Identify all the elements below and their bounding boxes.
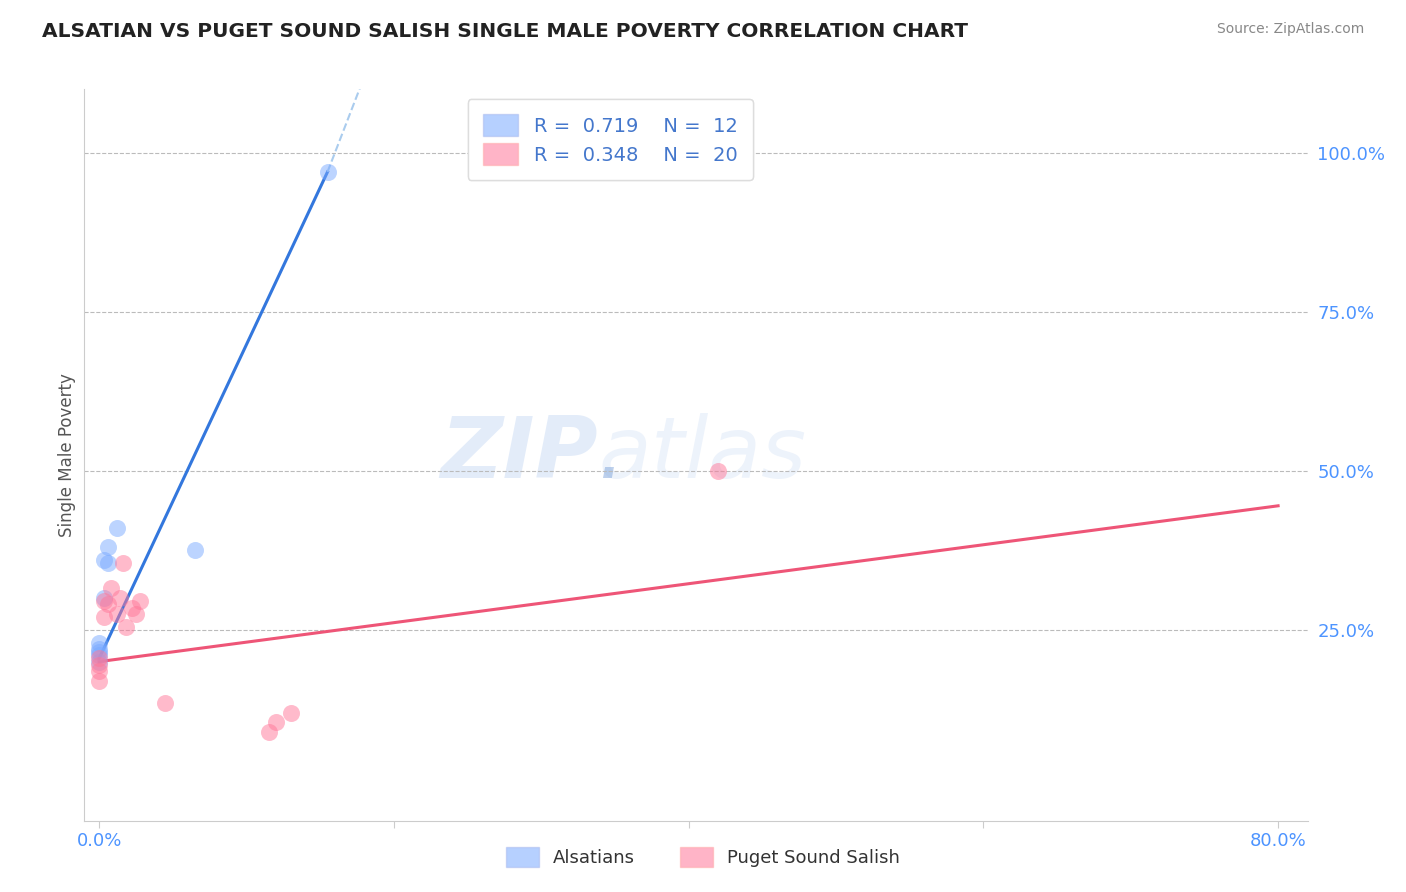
Point [257, 724, 280, 739]
Point [93, 553, 115, 567]
Point [87, 635, 110, 649]
Point [100, 582, 122, 596]
Point [87, 645, 110, 659]
Point [93, 594, 115, 608]
Point [87, 641, 110, 656]
Point [280, 706, 302, 720]
Point [87, 673, 110, 688]
Point [264, 714, 287, 729]
Point [121, 600, 143, 615]
Point [87, 655, 110, 669]
Point [184, 543, 207, 558]
Point [707, 464, 730, 478]
Point [87, 657, 110, 672]
Legend: Alsatians, Puget Sound Salish: Alsatians, Puget Sound Salish [499, 839, 907, 874]
Point [316, 165, 339, 179]
Point [87, 664, 110, 678]
Text: Source: ZipAtlas.com: Source: ZipAtlas.com [1216, 22, 1364, 37]
Point [105, 607, 128, 621]
Point [111, 556, 134, 570]
Point [97, 598, 120, 612]
Point [114, 620, 136, 634]
Point [125, 607, 148, 621]
Text: ZIP: ZIP [440, 413, 598, 497]
Point [129, 594, 152, 608]
Point [87, 648, 110, 663]
Y-axis label: Single Male Poverty: Single Male Poverty [58, 373, 76, 537]
Legend: R =  0.719    N =  12, R =  0.348    N =  20: R = 0.719 N = 12, R = 0.348 N = 20 [468, 99, 754, 180]
Text: .: . [598, 413, 626, 497]
Point [97, 556, 120, 570]
Point [97, 540, 120, 554]
Text: atlas: atlas [598, 413, 806, 497]
Point [87, 651, 110, 665]
Point [155, 696, 177, 710]
Point [93, 591, 115, 605]
Point [105, 521, 128, 535]
Text: ALSATIAN VS PUGET SOUND SALISH SINGLE MALE POVERTY CORRELATION CHART: ALSATIAN VS PUGET SOUND SALISH SINGLE MA… [42, 22, 969, 41]
Point [93, 610, 115, 624]
Point [108, 591, 131, 605]
